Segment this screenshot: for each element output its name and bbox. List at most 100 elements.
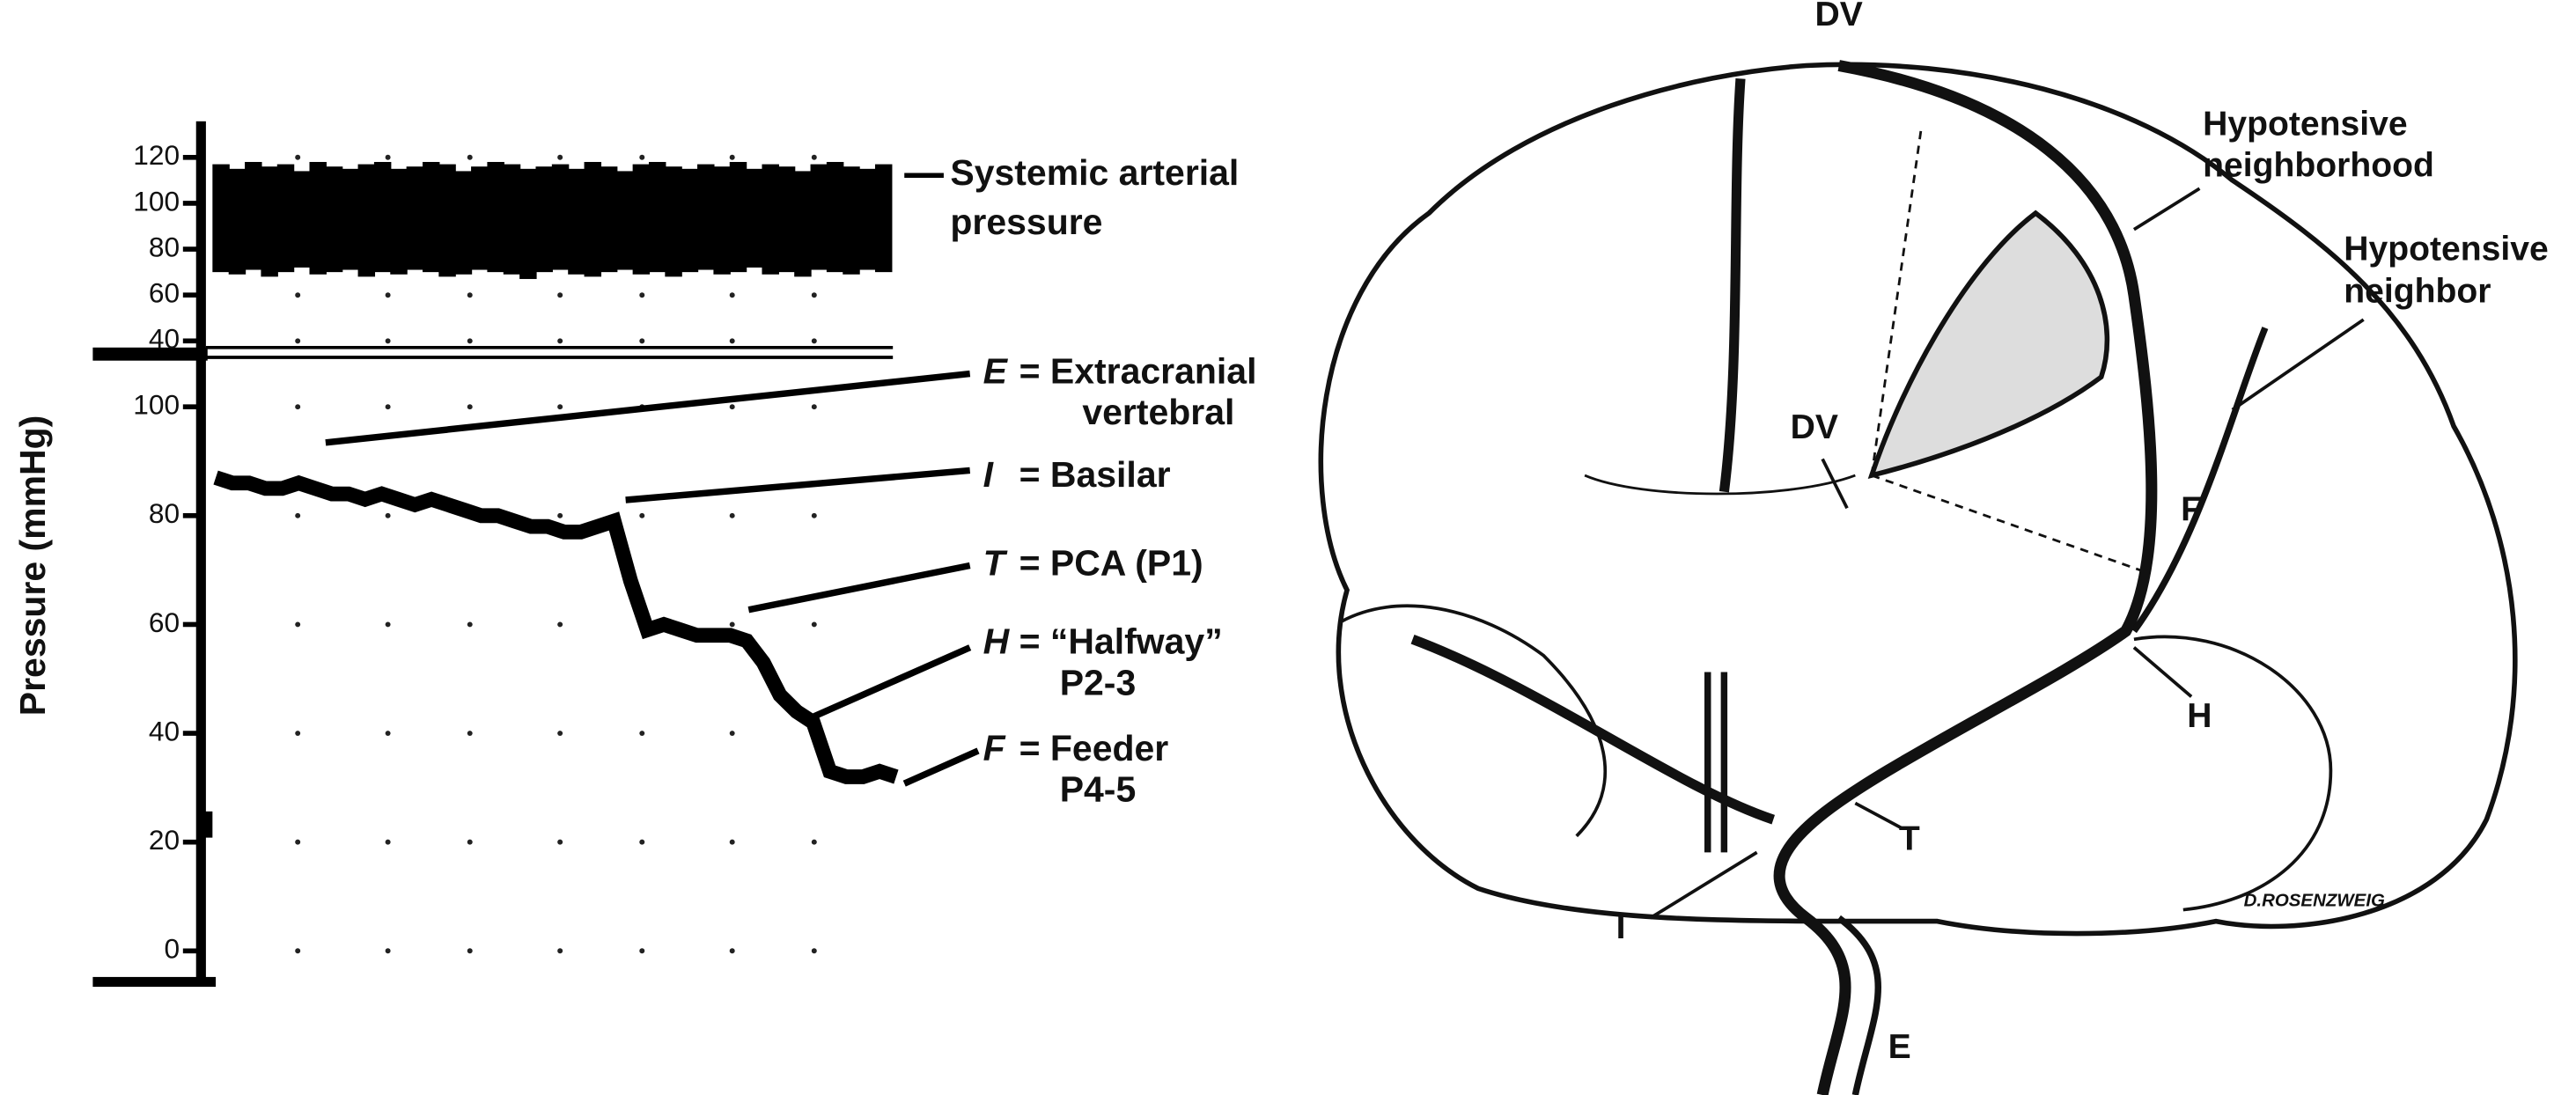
pressure-band [438, 164, 456, 277]
pressure-band [777, 166, 796, 273]
grid-dot [557, 839, 563, 845]
pressure-band [681, 168, 699, 273]
axis-mark [202, 811, 213, 838]
x-axis-line [92, 976, 217, 988]
pressure-band [697, 164, 715, 270]
pressure-band [616, 171, 634, 270]
pressure-band [713, 166, 731, 275]
grid-dot [811, 512, 817, 518]
pressure-band [665, 166, 682, 277]
pressure-band [810, 164, 828, 270]
grid-dot [467, 621, 473, 628]
pressure-band [212, 164, 230, 273]
grid-dot [729, 292, 735, 298]
pressure-band [794, 171, 812, 277]
leader-line [1649, 850, 1758, 920]
annotation-letter: H [983, 621, 1011, 662]
pressure-band [648, 161, 666, 273]
pressure-band [632, 164, 651, 275]
y-tick-label: 80 [149, 231, 180, 262]
grid-dot [729, 621, 735, 628]
grid-dot [467, 731, 473, 737]
pressure-band [519, 168, 537, 279]
pressure-band [309, 161, 327, 275]
midline [1719, 78, 1746, 493]
section-line [1871, 474, 2152, 576]
illustration-label: Hypotensive [2203, 106, 2407, 143]
y-tick-label: 100 [133, 185, 180, 217]
grid-dot [729, 839, 735, 845]
pressure-trace [213, 470, 899, 784]
illustration-label: I [1616, 908, 1626, 946]
annotation-letter: I [983, 454, 995, 495]
grid-dot [385, 404, 391, 410]
illustration-label: F [2181, 490, 2202, 528]
leader-line [747, 562, 971, 614]
grid-dot [639, 731, 645, 737]
annotation: = Basilar [1019, 454, 1171, 495]
grid-dot [295, 154, 301, 160]
pressure-band [535, 166, 553, 273]
leader-line [625, 467, 971, 503]
vessel [1410, 635, 1776, 825]
pressure-band [245, 161, 262, 270]
pressure-band [406, 166, 424, 270]
leader-line [2231, 318, 2365, 412]
grid-dot [385, 948, 391, 954]
temporal-lobe [1337, 604, 1608, 838]
pressure-band [568, 168, 585, 275]
pressure-band [826, 161, 844, 273]
y-tick-label: 40 [149, 323, 180, 355]
grid-dot [811, 839, 817, 845]
annotation: pressure [950, 202, 1102, 242]
illustration-label: E [1888, 1028, 1911, 1066]
grid-dot [639, 512, 645, 518]
pressure-band [600, 166, 618, 273]
grid-dot [295, 512, 301, 518]
grid-dot [557, 512, 563, 518]
grid-dot [811, 292, 817, 298]
grid-dot [557, 292, 563, 298]
annotation: vertebral [1082, 392, 1234, 432]
pressure-band [843, 166, 860, 275]
pressure-band [357, 164, 376, 277]
leader-line [902, 747, 980, 787]
grid-dot [467, 839, 473, 845]
pressure-band [261, 166, 278, 277]
pressure-band [858, 168, 877, 270]
pressure-band [276, 164, 295, 273]
pressure-band [373, 161, 392, 273]
pressure-band [422, 161, 440, 273]
pressure-band [584, 161, 602, 277]
annotation: = PCA (P1) [1019, 542, 1203, 583]
pressure-band [487, 161, 504, 273]
y-tick-label: 120 [133, 139, 180, 171]
leader-line [325, 370, 971, 446]
grid-dot [639, 154, 645, 160]
grid-dot [467, 292, 473, 298]
grid-dot [295, 292, 301, 298]
grid-dot [729, 948, 735, 954]
grid-dot [385, 292, 391, 298]
y-tick-label: 60 [149, 277, 180, 309]
pressure-band [454, 171, 473, 275]
leader-line [2132, 187, 2201, 231]
pressure-band [471, 166, 489, 270]
y-tick-label: 40 [149, 715, 180, 746]
illustration-label: neighborhood [2203, 146, 2434, 184]
y-axis-label: Pressure (mmHg) [12, 415, 53, 717]
pressure-band [762, 164, 779, 275]
pressure-band [503, 164, 521, 275]
grid-dot [639, 948, 645, 954]
grid-dot [295, 948, 301, 954]
vessel [2131, 327, 2269, 634]
annotation: P2-3 [1060, 662, 1137, 702]
pressure-band [551, 164, 570, 270]
y-tick-label: 0 [164, 933, 180, 965]
grid-dot [729, 404, 735, 410]
brain-illustration [1318, 60, 2518, 1095]
grid-dot [385, 338, 391, 344]
grid-dot [467, 154, 473, 160]
grid-dot [385, 731, 391, 737]
